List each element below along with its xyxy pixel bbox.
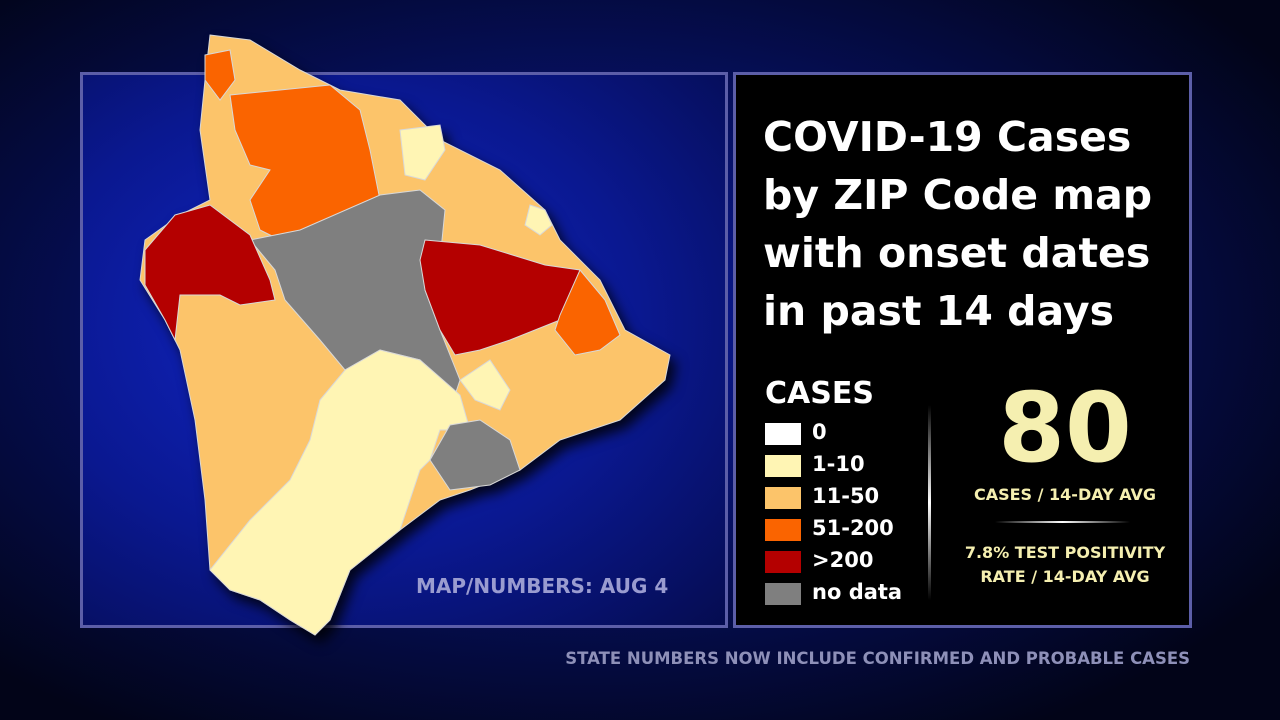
- legend-label: 51-200: [812, 516, 894, 540]
- legend-swatch: [765, 551, 801, 573]
- region: [144, 204, 276, 342]
- title-line: in past 14 days: [763, 287, 1115, 335]
- region: [459, 359, 511, 411]
- zip-regions: [139, 34, 671, 636]
- legend-label: 0: [812, 420, 827, 444]
- divider: [995, 521, 1130, 523]
- legend-label: 11-50: [812, 484, 880, 508]
- footnote: STATE NUMBERS NOW INCLUDE CONFIRMED AND …: [565, 649, 1190, 668]
- region: [209, 349, 471, 636]
- divider: [928, 405, 931, 600]
- region: [429, 419, 521, 491]
- region: [419, 239, 596, 356]
- legend-swatch: [765, 423, 801, 445]
- legend-label: no data: [812, 580, 903, 604]
- legend-swatch: [765, 583, 801, 605]
- stat-label: CASES / 14-DAY AVG: [973, 485, 1157, 504]
- info-panel: [733, 72, 1192, 628]
- region: [204, 49, 236, 101]
- legend-swatch: [765, 487, 801, 509]
- region: [399, 124, 446, 181]
- title-line: by ZIP Code map: [763, 171, 1153, 219]
- legend-swatch: [765, 455, 801, 477]
- legend-label: >200: [812, 548, 874, 572]
- stat-value: 80: [998, 372, 1132, 484]
- positivity-line: RATE / 14-DAY AVG: [980, 567, 1150, 586]
- positivity-line: 7.8% TEST POSITIVITY: [964, 543, 1166, 562]
- legend-swatch: [765, 519, 801, 541]
- legend-title: CASES: [765, 376, 874, 411]
- region: [524, 204, 553, 236]
- map-date: MAP/NUMBERS: AUG 4: [416, 574, 669, 598]
- legend-label: 1-10: [812, 452, 865, 476]
- region: [554, 269, 621, 356]
- title-line: COVID-19 Cases: [763, 113, 1132, 161]
- title-line: with onset dates: [763, 229, 1151, 277]
